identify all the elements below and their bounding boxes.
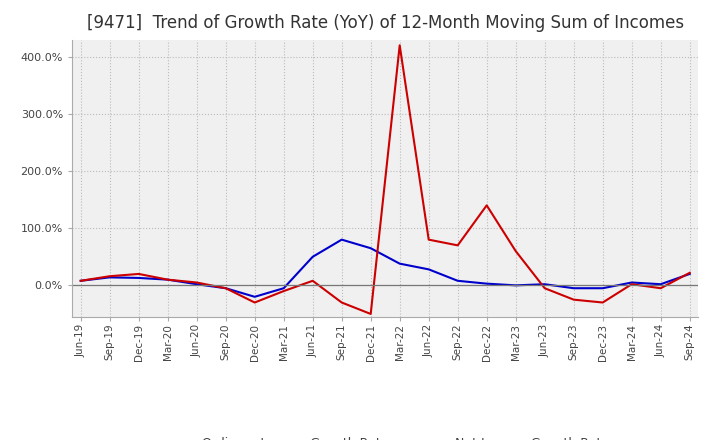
- Title: [9471]  Trend of Growth Rate (YoY) of 12-Month Moving Sum of Incomes: [9471] Trend of Growth Rate (YoY) of 12-…: [86, 15, 684, 33]
- Ordinary Income Growth Rate: [366, 246, 375, 251]
- Net Income Growth Rate: [541, 286, 549, 291]
- Net Income Growth Rate: [685, 270, 694, 275]
- Ordinary Income Growth Rate: [627, 280, 636, 285]
- Ordinary Income Growth Rate: [105, 275, 114, 280]
- Net Income Growth Rate: [251, 300, 259, 305]
- Net Income Growth Rate: [454, 243, 462, 248]
- Net Income Growth Rate: [511, 249, 520, 254]
- Net Income Growth Rate: [76, 278, 85, 283]
- Net Income Growth Rate: [221, 286, 230, 291]
- Ordinary Income Growth Rate: [251, 294, 259, 300]
- Ordinary Income Growth Rate: [221, 286, 230, 291]
- Net Income Growth Rate: [338, 300, 346, 305]
- Line: Ordinary Income Growth Rate: Ordinary Income Growth Rate: [81, 240, 690, 297]
- Net Income Growth Rate: [657, 286, 665, 291]
- Ordinary Income Growth Rate: [192, 282, 201, 287]
- Ordinary Income Growth Rate: [338, 237, 346, 242]
- Net Income Growth Rate: [308, 278, 317, 283]
- Ordinary Income Growth Rate: [395, 261, 404, 266]
- Ordinary Income Growth Rate: [685, 271, 694, 277]
- Ordinary Income Growth Rate: [598, 286, 607, 291]
- Ordinary Income Growth Rate: [482, 281, 491, 286]
- Net Income Growth Rate: [627, 282, 636, 287]
- Ordinary Income Growth Rate: [76, 278, 85, 283]
- Net Income Growth Rate: [192, 280, 201, 285]
- Ordinary Income Growth Rate: [657, 282, 665, 287]
- Line: Net Income Growth Rate: Net Income Growth Rate: [81, 45, 690, 314]
- Legend: Ordinary Income Growth Rate, Net Income Growth Rate: Ordinary Income Growth Rate, Net Income …: [156, 432, 614, 440]
- Net Income Growth Rate: [163, 277, 172, 282]
- Ordinary Income Growth Rate: [308, 254, 317, 260]
- Ordinary Income Growth Rate: [570, 286, 578, 291]
- Net Income Growth Rate: [424, 237, 433, 242]
- Net Income Growth Rate: [366, 312, 375, 317]
- Ordinary Income Growth Rate: [454, 278, 462, 283]
- Net Income Growth Rate: [598, 300, 607, 305]
- Ordinary Income Growth Rate: [424, 267, 433, 272]
- Ordinary Income Growth Rate: [135, 275, 143, 281]
- Ordinary Income Growth Rate: [541, 282, 549, 287]
- Net Income Growth Rate: [135, 271, 143, 277]
- Net Income Growth Rate: [105, 274, 114, 279]
- Ordinary Income Growth Rate: [279, 286, 288, 291]
- Ordinary Income Growth Rate: [163, 277, 172, 282]
- Net Income Growth Rate: [482, 203, 491, 208]
- Net Income Growth Rate: [279, 289, 288, 294]
- Ordinary Income Growth Rate: [511, 283, 520, 288]
- Net Income Growth Rate: [570, 297, 578, 302]
- Net Income Growth Rate: [395, 43, 404, 48]
